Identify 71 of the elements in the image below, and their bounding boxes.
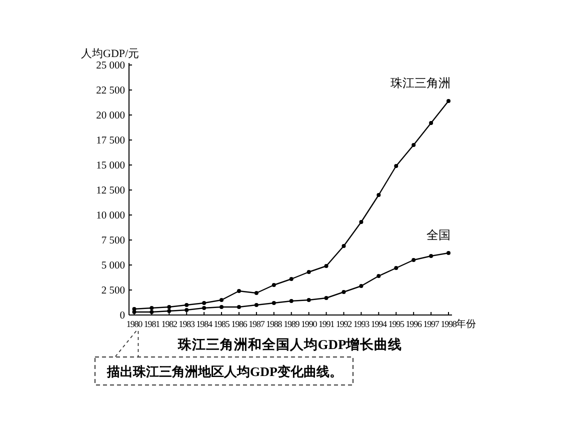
y-tick-label: 2 500 — [101, 286, 125, 296]
point — [220, 298, 224, 302]
x-tick-label: 1995 — [388, 319, 406, 329]
text: 描出珠江三角洲地区人均GDP变化曲线。 — [106, 364, 342, 379]
point — [324, 264, 328, 268]
y-tick-label: 7 500 — [101, 236, 125, 246]
point — [412, 143, 416, 147]
point — [202, 306, 206, 310]
point — [272, 301, 276, 305]
point — [342, 290, 346, 294]
y-axis-title: 人均GDP/元 — [81, 48, 140, 60]
x-axis-title: 年份 — [456, 318, 476, 330]
point — [306, 270, 311, 274]
point — [272, 283, 276, 287]
series-label: 珠江三角洲 — [390, 76, 451, 90]
x-tick-label: 1998 — [440, 319, 458, 329]
point — [306, 298, 311, 302]
point — [220, 305, 224, 309]
point — [167, 305, 172, 309]
y-tick-label: 12 500 — [96, 186, 125, 196]
x-tick-label: 1994 — [370, 319, 388, 329]
point — [236, 305, 241, 309]
point — [376, 274, 381, 278]
point — [359, 220, 364, 224]
y-tick-label: 15 000 — [96, 160, 125, 172]
x-tick-label: 1985 — [214, 319, 230, 329]
point — [342, 244, 346, 248]
y-tick-label: 25 000 — [96, 60, 125, 72]
text: 珠江三角洲和全国人均GDP增长曲线 — [176, 337, 402, 352]
point — [202, 301, 206, 305]
point — [429, 121, 434, 125]
point — [359, 284, 364, 288]
y-tick-label: 5 000 — [101, 260, 125, 272]
x-tick-label: 1993 — [353, 319, 370, 329]
y-tick-label: 20 000 — [96, 110, 125, 122]
y-tick-label: 0 — [120, 310, 125, 322]
y-tick-label: 17 500 — [96, 136, 125, 146]
x-tick-label: 1991 — [318, 319, 334, 329]
x-tick-label: 1987 — [248, 319, 266, 329]
point — [236, 289, 241, 293]
y-tick-label: 10 000 — [96, 210, 125, 222]
x-tick-label: 1996 — [406, 319, 422, 329]
point — [254, 303, 258, 307]
x-tick-label: 1992 — [336, 319, 352, 329]
point — [289, 299, 294, 303]
point — [394, 266, 398, 270]
x-tick-label: 1984 — [196, 319, 213, 329]
x-tick-label: 1981 — [144, 319, 160, 329]
x-tick-label: 1982 — [161, 319, 178, 329]
x-tick-label: 1980 — [126, 319, 144, 329]
point — [150, 306, 154, 310]
point — [446, 99, 451, 103]
x-tick-label: 1997 — [423, 319, 440, 329]
x-tick-label: 1989 — [284, 319, 300, 329]
point — [184, 303, 189, 307]
x-tick-label: 1990 — [301, 319, 318, 329]
y-tick-label: 22 500 — [96, 86, 125, 96]
point — [254, 291, 258, 295]
x-tick-label: 1986 — [231, 319, 248, 329]
point — [289, 277, 294, 281]
point — [429, 254, 434, 258]
point — [376, 193, 381, 197]
point — [324, 296, 328, 300]
point — [394, 164, 398, 168]
series-label: 全国 — [426, 228, 451, 242]
x-tick-label: 1983 — [178, 319, 196, 329]
point — [184, 308, 189, 312]
point — [167, 309, 172, 313]
point — [446, 251, 451, 255]
point — [412, 258, 416, 262]
x-tick-label: 1988 — [266, 319, 283, 329]
